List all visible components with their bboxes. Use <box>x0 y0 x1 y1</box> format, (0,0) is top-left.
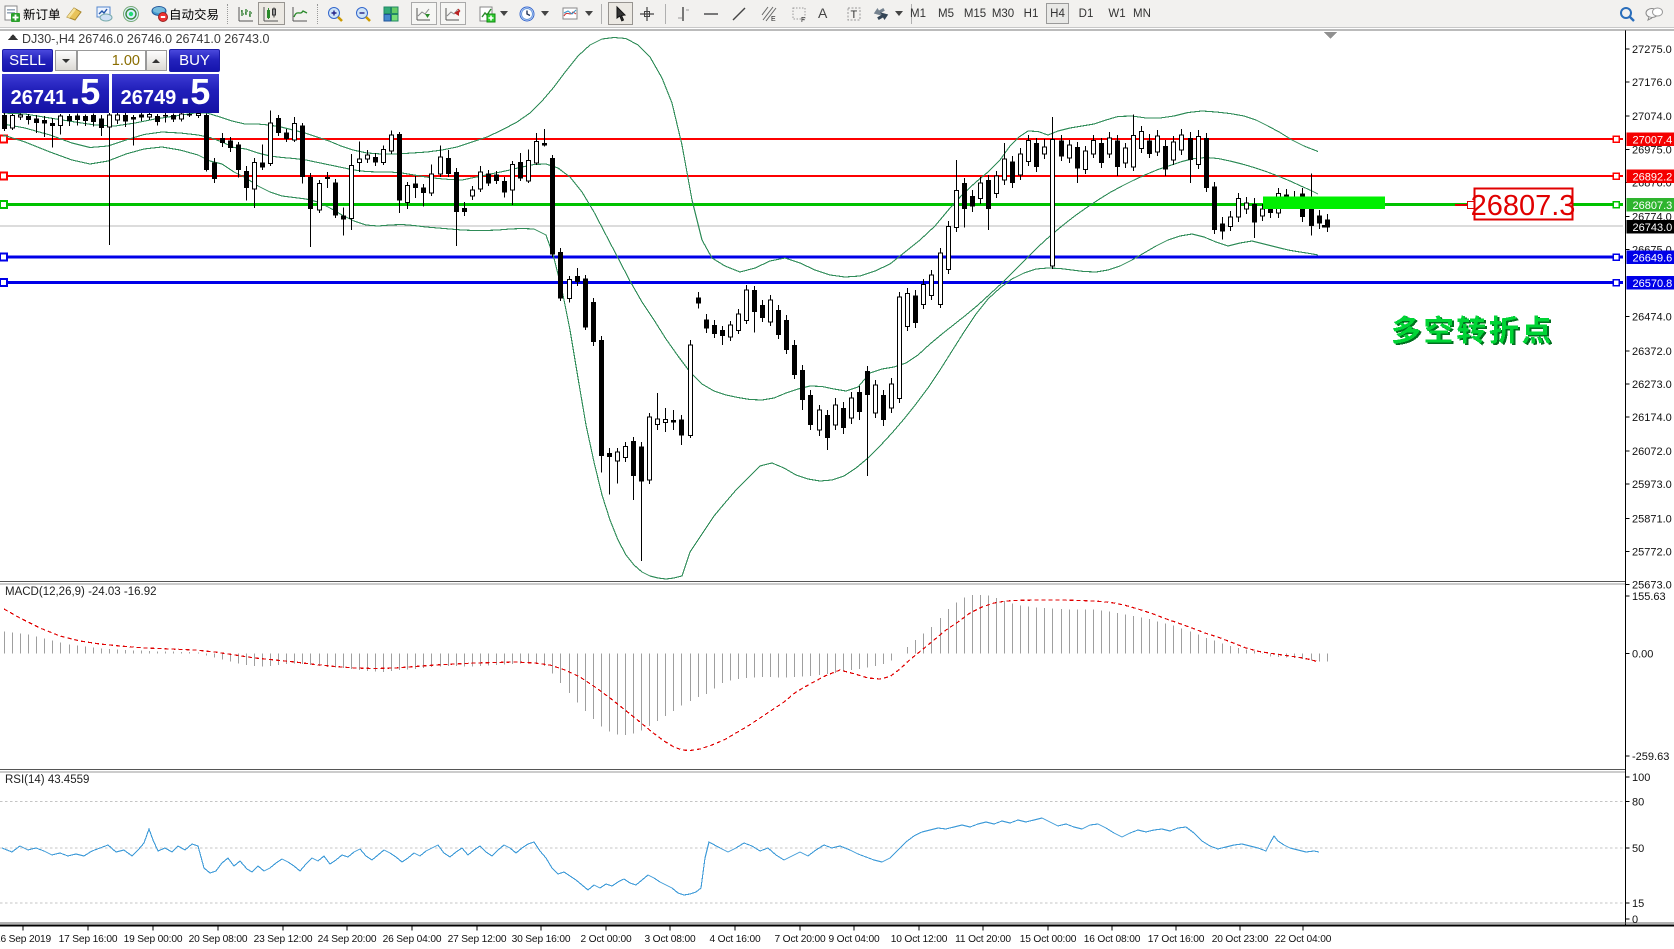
svg-text:26273.0: 26273.0 <box>1632 379 1672 391</box>
svg-text:24 Sep 20:00: 24 Sep 20:00 <box>318 934 377 945</box>
svg-text:26649.6: 26649.6 <box>1633 253 1673 265</box>
svg-text:16 Oct 08:00: 16 Oct 08:00 <box>1084 934 1141 945</box>
svg-text:25973.0: 25973.0 <box>1632 479 1672 491</box>
svg-text:0.00: 0.00 <box>1632 649 1653 661</box>
svg-text:27007.4: 27007.4 <box>1633 135 1673 147</box>
svg-text:23 Sep 12:00: 23 Sep 12:00 <box>254 934 313 945</box>
svg-text:27275.0: 27275.0 <box>1632 44 1672 56</box>
svg-text:155.63: 155.63 <box>1632 591 1666 603</box>
svg-text:-259.63: -259.63 <box>1632 751 1669 763</box>
svg-text:26474.0: 26474.0 <box>1632 312 1672 324</box>
svg-text:4 Oct 16:00: 4 Oct 16:00 <box>709 934 761 945</box>
svg-text:3 Oct 08:00: 3 Oct 08:00 <box>644 934 696 945</box>
svg-text:17 Oct 16:00: 17 Oct 16:00 <box>1148 934 1205 945</box>
svg-text:DJ30-,H4 26746.0 26746.0 2674: DJ30-,H4 26746.0 26746.0 26741.0 26743.0 <box>22 32 269 46</box>
svg-text:2 Oct 00:00: 2 Oct 00:00 <box>580 934 632 945</box>
svg-text:26807.3: 26807.3 <box>1471 190 1576 222</box>
svg-text:F: F <box>801 17 805 23</box>
svg-text:26743.0: 26743.0 <box>1633 222 1673 234</box>
svg-text:9 Oct 04:00: 9 Oct 04:00 <box>828 934 880 945</box>
svg-text:22 Oct 04:00: 22 Oct 04:00 <box>1275 934 1332 945</box>
svg-text:25871.0: 25871.0 <box>1632 513 1672 525</box>
svg-text:30 Sep 16:00: 30 Sep 16:00 <box>512 934 571 945</box>
svg-text:80: 80 <box>1632 797 1644 809</box>
svg-text:MACD(12,26,9) -24.03 -16.92: MACD(12,26,9) -24.03 -16.92 <box>5 586 157 598</box>
svg-text:7 Oct 20:00: 7 Oct 20:00 <box>774 934 826 945</box>
svg-text:20 Oct 23:00: 20 Oct 23:00 <box>1212 934 1269 945</box>
svg-text:20 Sep 08:00: 20 Sep 08:00 <box>189 934 248 945</box>
svg-text:11 Oct 20:00: 11 Oct 20:00 <box>955 934 1011 945</box>
svg-text:26975.0: 26975.0 <box>1632 144 1672 156</box>
svg-text:26570.8: 26570.8 <box>1633 278 1673 290</box>
svg-text:26372.0: 26372.0 <box>1632 346 1672 358</box>
svg-text:27176.0: 27176.0 <box>1632 77 1672 89</box>
svg-text:27 Sep 12:00: 27 Sep 12:00 <box>448 934 507 945</box>
svg-text:26892.2: 26892.2 <box>1633 172 1673 184</box>
svg-text:16 Sep 2019: 16 Sep 2019 <box>0 934 52 945</box>
svg-text:E: E <box>771 16 776 23</box>
svg-text:25673.0: 25673.0 <box>1632 580 1672 592</box>
svg-text:19 Sep 00:00: 19 Sep 00:00 <box>124 934 183 945</box>
svg-text:17 Sep 16:00: 17 Sep 16:00 <box>59 934 118 945</box>
svg-text:26807.3: 26807.3 <box>1633 200 1673 212</box>
svg-text:0: 0 <box>1632 914 1638 926</box>
svg-text:RSI(14) 43.4559: RSI(14) 43.4559 <box>5 774 89 786</box>
svg-text:100: 100 <box>1632 772 1650 784</box>
svg-text:T: T <box>851 9 858 21</box>
svg-text:50: 50 <box>1632 843 1644 855</box>
svg-text:26174.0: 26174.0 <box>1632 412 1672 424</box>
svg-text:25772.0: 25772.0 <box>1632 546 1672 558</box>
svg-text:15: 15 <box>1632 898 1644 910</box>
svg-text:10 Oct 12:00: 10 Oct 12:00 <box>891 934 948 945</box>
svg-text:26 Sep 04:00: 26 Sep 04:00 <box>383 934 442 945</box>
svg-text:15 Oct 00:00: 15 Oct 00:00 <box>1020 934 1077 945</box>
svg-text:26072.0: 26072.0 <box>1632 446 1672 458</box>
svg-text:27074.0: 27074.0 <box>1632 111 1672 123</box>
